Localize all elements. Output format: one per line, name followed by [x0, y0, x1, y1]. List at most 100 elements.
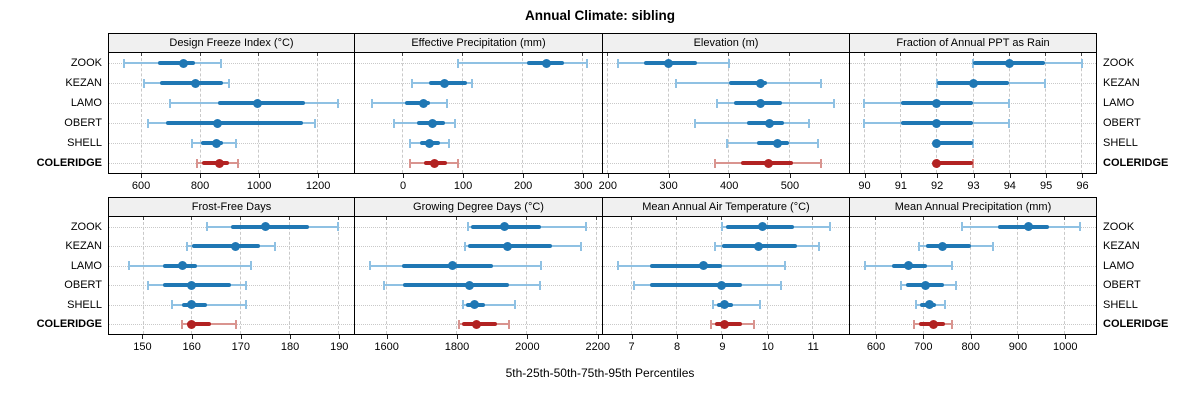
panel-effective-precipitation-mm: Effective Precipitation (mm)	[354, 33, 603, 174]
median-dot	[932, 98, 942, 108]
axis-tick-label: 190	[330, 341, 349, 353]
panel-plot-area	[603, 53, 849, 173]
whisker-cap-high	[727, 58, 730, 68]
gridline-vertical	[788, 53, 790, 173]
panel-design-freeze-index-c: Design Freeze Index (°C)	[108, 33, 355, 174]
site-label-right-shell: SHELL	[1103, 298, 1138, 311]
median-dot	[755, 98, 765, 108]
whisker-cap-high	[759, 300, 762, 310]
row-gridline	[355, 103, 602, 104]
whisker-cap-low	[711, 300, 714, 310]
median-dot	[448, 261, 458, 271]
median-dot	[719, 300, 729, 310]
site-label-right-zook: ZOOK	[1103, 220, 1135, 233]
whisker-cap-high	[514, 300, 517, 310]
axis-tick	[141, 174, 143, 178]
panel-plot-area	[603, 217, 849, 334]
gridline-vertical	[900, 53, 902, 173]
gridline-vertical	[922, 217, 924, 334]
axis-tick	[813, 335, 815, 339]
gridline-vertical	[191, 217, 193, 334]
top-axis-tick	[969, 217, 971, 220]
axis-tick-label: 93	[967, 180, 980, 192]
whisker-cap-low	[456, 58, 459, 68]
top-axis-tick	[766, 217, 768, 220]
median-dot	[719, 319, 729, 329]
site-label-left-zook: ZOOK	[70, 57, 102, 69]
whisker-cap-low	[186, 241, 189, 251]
whisker-cap-high	[337, 222, 340, 232]
whisker-cap-low	[715, 98, 718, 108]
top-axis-tick	[1081, 53, 1083, 56]
gridline-vertical	[863, 53, 865, 173]
whisker-cap-low	[168, 98, 171, 108]
panel-header: Frost-Free Days	[109, 198, 354, 217]
gridline-vertical	[462, 53, 464, 173]
site-label-right-obert: OBERT	[1103, 279, 1141, 292]
axis-tick-label: 1800	[444, 341, 470, 353]
gridline-vertical	[1016, 217, 1018, 334]
gridline-vertical	[936, 53, 938, 173]
whisker-cap-high	[944, 300, 947, 310]
whisker-cap-high	[954, 280, 957, 290]
panel-plot-area	[109, 217, 354, 334]
axis-tick	[191, 335, 193, 339]
panel-frost-free-days: Frost-Free Days	[108, 197, 355, 335]
interval-5-95	[172, 303, 246, 306]
median-dot	[1004, 58, 1014, 68]
row-gridline	[109, 62, 354, 64]
median-dot	[418, 98, 428, 108]
whisker-cap-high	[584, 222, 587, 232]
row-gridline	[355, 123, 602, 124]
axis-tick-label: 600	[131, 180, 151, 192]
panel-header: Growing Degree Days (°C)	[355, 198, 602, 217]
axis-tick	[864, 174, 866, 178]
whisker-cap-high	[538, 280, 541, 290]
whisker-cap-high	[951, 319, 954, 329]
axis-tick	[722, 335, 724, 339]
axis-tick-label: 700	[914, 341, 933, 353]
axis-tick	[527, 335, 529, 339]
whisker-cap-low	[863, 118, 866, 128]
top-axis-tick	[811, 217, 813, 220]
median-dot	[765, 118, 775, 128]
whisker-cap-high	[273, 241, 276, 251]
whisker-cap-low	[370, 98, 373, 108]
median-dot	[440, 78, 450, 88]
axis-tick	[290, 335, 292, 339]
median-dot	[968, 78, 978, 88]
panel-mean-annual-precipitation-mm: Mean Annual Precipitation (mm)	[849, 197, 1097, 335]
top-axis-tick	[258, 53, 260, 56]
axis-tick	[142, 335, 144, 339]
median-dot	[212, 138, 222, 148]
median-dot	[191, 78, 201, 88]
whisker-cap-low	[464, 241, 466, 251]
whisker-cap-low	[863, 98, 866, 108]
panel-header: Mean Annual Air Temperature (°C)	[603, 198, 849, 217]
median-dot	[430, 158, 440, 168]
whisker-cap-high	[228, 78, 230, 88]
top-axis-tick	[521, 53, 523, 56]
axis-tick-label: 2200	[585, 341, 610, 353]
axis-tick-label: 7	[628, 341, 635, 353]
site-label-left-lamo: LAMO	[70, 97, 102, 109]
whisker-cap-high	[1080, 58, 1083, 68]
top-axis-tick	[863, 53, 865, 56]
interval-25-75	[715, 322, 743, 327]
whisker-cap-high	[829, 222, 832, 232]
top-axis-tick	[337, 217, 339, 220]
interval-25-75	[936, 161, 973, 165]
panel-plot-area	[109, 53, 354, 173]
whisker-cap-low	[714, 241, 717, 251]
axis-tick-label: 200	[513, 180, 533, 192]
whisker-cap-low	[171, 300, 174, 310]
whisker-cap-low	[863, 261, 866, 271]
interval-25-75	[402, 263, 494, 268]
whisker-cap-low	[410, 78, 413, 88]
median-dot	[260, 222, 270, 232]
interval-5-95	[712, 303, 761, 306]
gridline-vertical	[667, 53, 669, 173]
axis-tick	[259, 174, 261, 178]
whisker-cap-low	[462, 300, 465, 310]
interval-5-95	[463, 303, 516, 306]
